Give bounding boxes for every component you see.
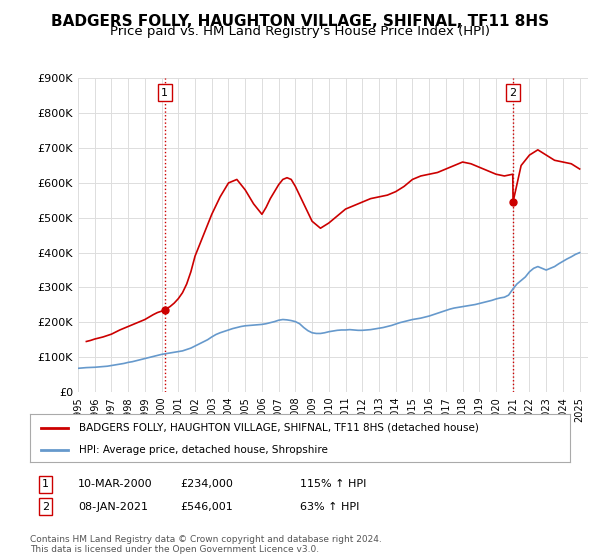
- Text: Contains HM Land Registry data © Crown copyright and database right 2024.
This d: Contains HM Land Registry data © Crown c…: [30, 535, 382, 554]
- Text: 2: 2: [509, 88, 517, 98]
- Text: 115% ↑ HPI: 115% ↑ HPI: [300, 479, 367, 489]
- Text: 1: 1: [42, 479, 49, 489]
- Text: £234,000: £234,000: [180, 479, 233, 489]
- Text: HPI: Average price, detached house, Shropshire: HPI: Average price, detached house, Shro…: [79, 445, 328, 455]
- Text: BADGERS FOLLY, HAUGHTON VILLAGE, SHIFNAL, TF11 8HS: BADGERS FOLLY, HAUGHTON VILLAGE, SHIFNAL…: [51, 14, 549, 29]
- Text: 1: 1: [161, 88, 168, 98]
- Text: 63% ↑ HPI: 63% ↑ HPI: [300, 502, 359, 512]
- Text: 10-MAR-2000: 10-MAR-2000: [78, 479, 152, 489]
- Text: BADGERS FOLLY, HAUGHTON VILLAGE, SHIFNAL, TF11 8HS (detached house): BADGERS FOLLY, HAUGHTON VILLAGE, SHIFNAL…: [79, 423, 478, 433]
- Text: 08-JAN-2021: 08-JAN-2021: [78, 502, 148, 512]
- Text: 2: 2: [42, 502, 49, 512]
- Text: £546,001: £546,001: [180, 502, 233, 512]
- Text: Price paid vs. HM Land Registry's House Price Index (HPI): Price paid vs. HM Land Registry's House …: [110, 25, 490, 38]
